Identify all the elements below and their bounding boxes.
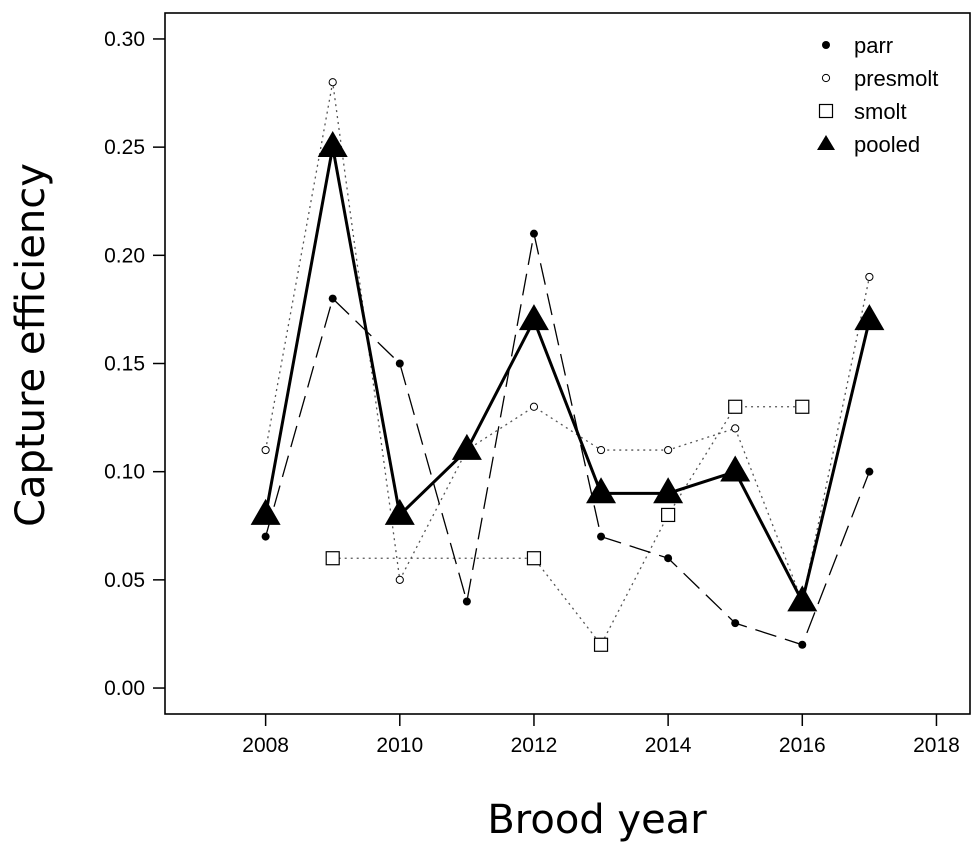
data-point-presmolt <box>596 445 606 455</box>
legend-marker <box>818 103 834 119</box>
data-point-presmolt <box>865 272 874 282</box>
axis-layer: 0.00 0.05 0.10 0.15 0.20 0.25 0.30 2008 2010 2012… <box>104 28 960 757</box>
data-point-parr <box>328 294 337 303</box>
data-point-smolt <box>661 507 676 523</box>
data-point-pooled <box>586 477 617 504</box>
legend-label: smolt <box>854 99 907 124</box>
y-tick-label: 0.00 <box>104 677 145 700</box>
data-point-smolt <box>526 551 542 566</box>
data-point-smolt <box>795 399 810 414</box>
y-tick-label: 0.05 <box>104 569 145 592</box>
y-tick-label: 0.20 <box>104 244 145 267</box>
data-point-pooled <box>518 304 549 331</box>
data-point-parr <box>529 229 538 238</box>
data-point-presmolt <box>395 575 404 584</box>
data-point-parr <box>798 640 807 649</box>
series-line-smolt <box>332 406 803 646</box>
data-point-parr <box>395 359 404 368</box>
data-point-presmolt <box>328 78 337 87</box>
x-tick-label: 2012 <box>511 734 558 757</box>
legend-label: parr <box>854 33 893 58</box>
data-point-parr <box>664 554 673 563</box>
y-tick-label: 0.15 <box>104 353 145 376</box>
data-point-parr <box>731 619 740 628</box>
data-point-pooled <box>250 498 281 525</box>
legend: parr presmolt smolt pooled <box>817 33 938 157</box>
data-point-smolt <box>728 399 743 414</box>
series-line-presmolt <box>264 82 871 604</box>
data-point-pooled <box>653 477 684 504</box>
data-point-presmolt <box>731 424 740 433</box>
y-tick-label: 0.25 <box>104 136 145 159</box>
x-tick-label: 2010 <box>376 734 423 757</box>
data-point-parr <box>261 532 270 541</box>
y-axis-title: Capture efficiency <box>8 163 54 527</box>
data-point-smolt <box>325 551 340 566</box>
data-point-presmolt <box>664 445 673 455</box>
data-point-presmolt <box>529 402 539 411</box>
x-tick-label: 2014 <box>645 734 692 757</box>
x-tick-label: 2016 <box>779 734 826 757</box>
data-point-presmolt <box>261 445 270 455</box>
legend-label: presmolt <box>854 66 938 91</box>
plot-frame <box>164 12 971 715</box>
data-point-parr <box>597 532 606 541</box>
legend-marker <box>817 135 835 150</box>
legend-marker <box>821 73 831 83</box>
series-line-pooled <box>264 146 871 606</box>
data-point-pooled <box>384 498 415 525</box>
x-tick-label: 2008 <box>242 734 289 757</box>
marker-layer <box>250 78 885 652</box>
data-point-smolt <box>593 637 609 652</box>
legend-label: pooled <box>854 132 920 157</box>
data-point-pooled <box>451 433 482 460</box>
y-tick-label: 0.30 <box>104 28 145 51</box>
x-tick-label: 2018 <box>913 734 960 757</box>
legend-marker <box>822 41 830 49</box>
data-point-pooled <box>317 131 348 158</box>
x-axis-title: Brood year <box>487 797 707 842</box>
data-point-pooled <box>787 585 818 612</box>
series-layer <box>264 82 871 646</box>
data-point-parr <box>462 597 471 606</box>
y-tick-label: 0.10 <box>104 461 145 484</box>
series-line-parr <box>264 233 870 646</box>
data-point-pooled <box>854 304 885 331</box>
data-point-parr <box>865 467 874 476</box>
data-point-pooled <box>720 455 751 482</box>
